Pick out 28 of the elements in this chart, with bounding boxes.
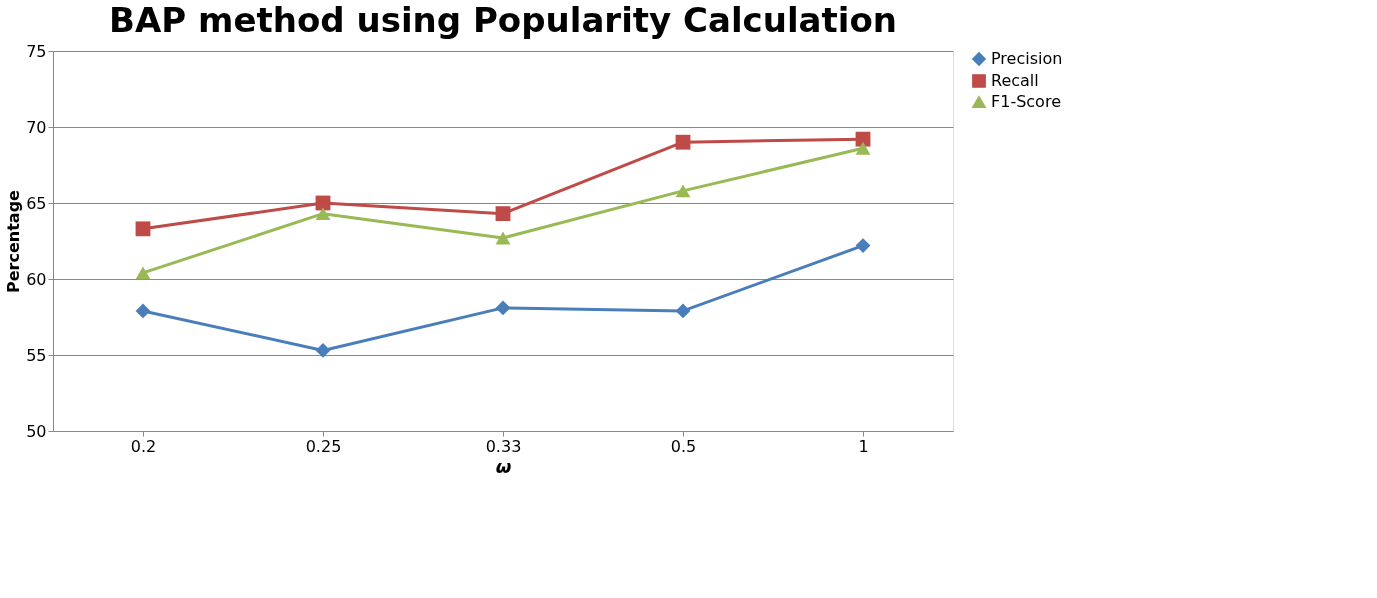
chart-title: BAP method using Popularity Calculation <box>108 0 898 40</box>
y-tick-label: 50 <box>26 421 47 441</box>
point <box>675 184 691 198</box>
x-tick-label: 0.2 <box>130 436 157 456</box>
legend-label: F1-Score <box>991 92 1061 111</box>
point <box>135 221 151 237</box>
point <box>855 141 871 155</box>
point <box>315 207 331 221</box>
x-tick-label: 0.33 <box>485 436 522 456</box>
legend-label: Recall <box>991 71 1039 90</box>
point <box>495 231 511 245</box>
y-tick-label: 75 <box>26 41 47 61</box>
y-tick-label: 55 <box>26 345 47 365</box>
legend-label: Precision <box>991 49 1063 68</box>
x-tick-label: 1 <box>858 436 869 456</box>
y-axis-title: Percentage <box>4 189 24 293</box>
point <box>495 300 511 316</box>
point <box>495 206 511 222</box>
x-axis-title: ω <box>495 455 512 477</box>
y-tick-label: 70 <box>26 117 47 137</box>
y-tick-label: 65 <box>26 193 47 213</box>
point <box>675 134 691 150</box>
point <box>135 266 151 280</box>
point <box>135 303 151 319</box>
y-tick-label: 60 <box>26 269 47 289</box>
x-tick-label: 0.25 <box>305 436 342 456</box>
point <box>675 303 691 319</box>
x-tick-label: 0.5 <box>670 436 697 456</box>
